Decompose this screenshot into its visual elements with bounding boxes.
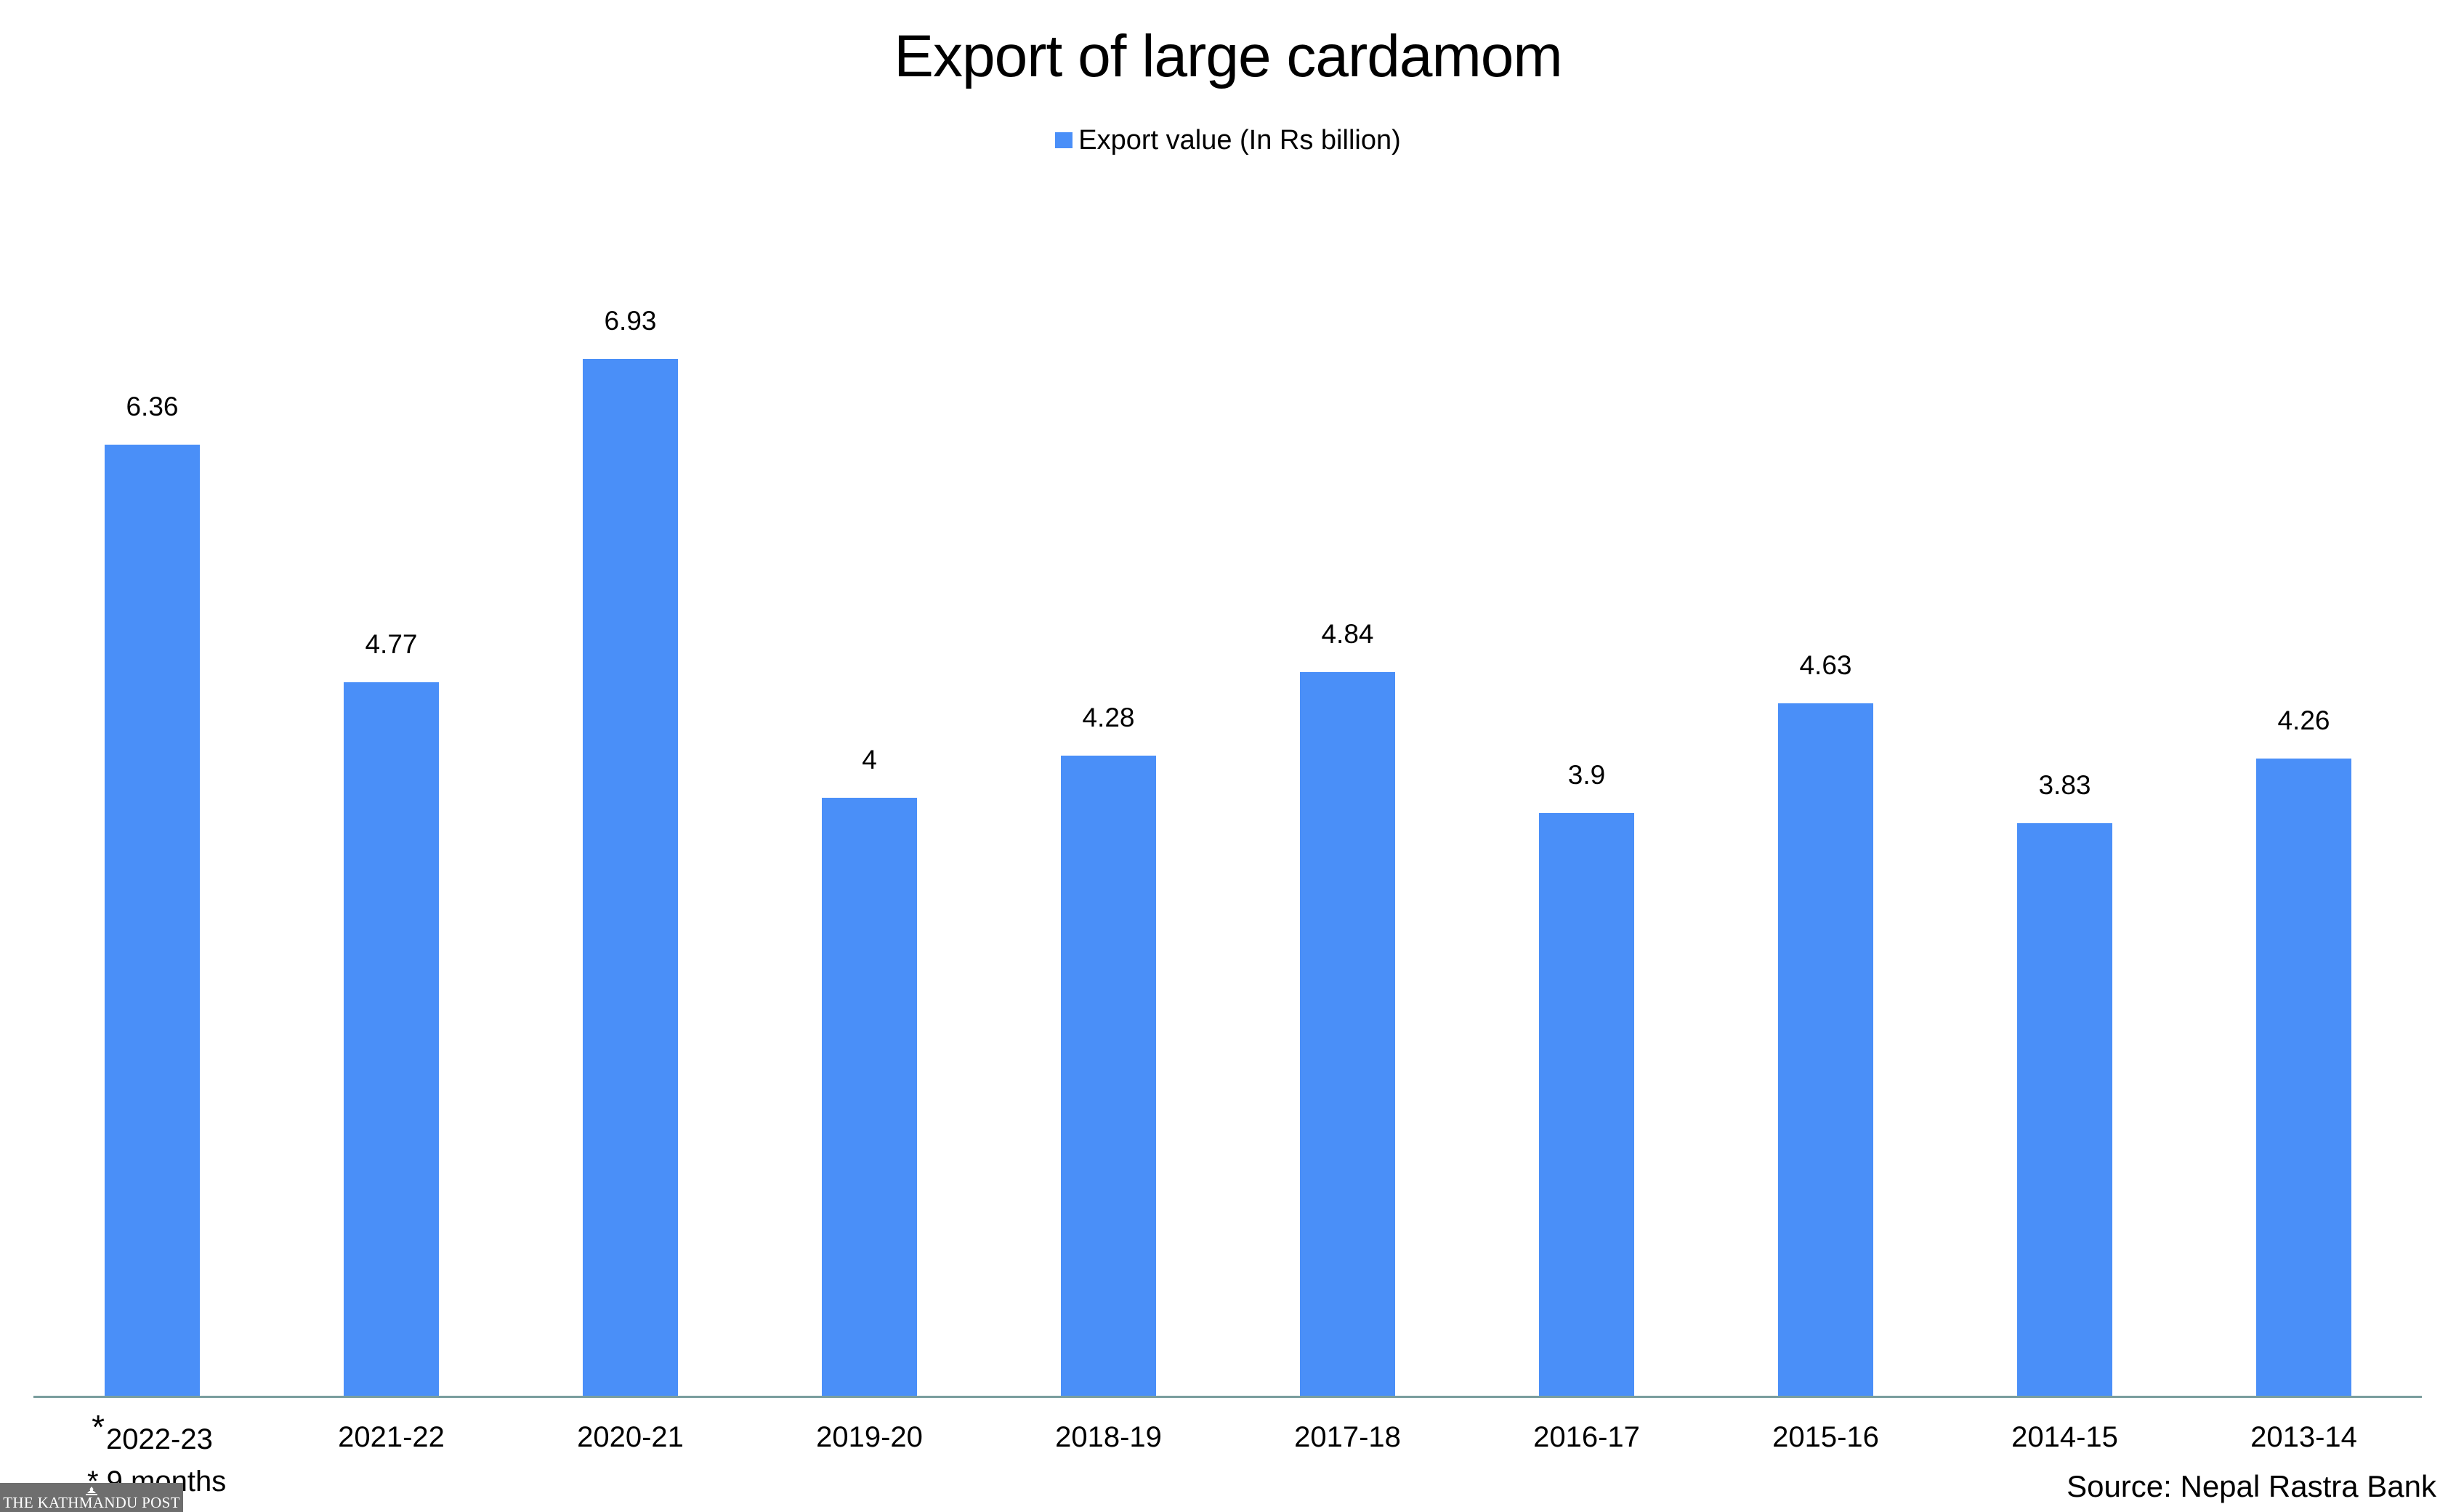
legend-swatch-icon [1055,132,1073,148]
x-axis-tick-label: 2013-14 [2250,1421,2357,1453]
x-axis-tick-label: 2021-22 [338,1421,445,1453]
bar-2021-22 [344,682,439,1396]
legend: Export value (In Rs billion) [0,124,2456,156]
x-axis-tick-label: 2019-20 [816,1421,923,1453]
bar-2015-16 [1778,703,1873,1396]
bar-2016-17 [1539,812,1634,1396]
bar-2022-23 [105,444,200,1396]
x-axis-tick-label: *2022-23 [92,1408,213,1455]
bar-2013-14 [2256,759,2351,1396]
chart-title: Export of large cardamom [894,23,1562,89]
x-axis-tick-label: 2018-19 [1055,1421,1162,1453]
bar-value-label: 4.77 [365,629,418,660]
bar-value-label: 3.83 [2038,770,2091,801]
logo-text: THE KATHMANDU POST [3,1494,180,1511]
publisher-logo: THE KATHMANDU POST [0,1483,183,1512]
source-note: Source: Nepal Rastra Bank [2067,1469,2436,1503]
bar-value-label: 6.36 [126,391,179,421]
bar-value-label: 4.84 [1321,618,1374,649]
x-axis-line [33,1396,2422,1398]
bar-value-label: 6.93 [604,306,657,336]
x-axis-tick-label: 2016-17 [1533,1421,1640,1453]
x-axis-tick-label: 2015-16 [1772,1421,1879,1453]
bar-2017-18 [1300,671,1395,1396]
footnote-marker: * [92,1408,105,1446]
legend-label: Export value (In Rs billion) [1078,125,1401,155]
bar-value-label: 4.63 [1799,650,1852,681]
x-axis-tick-label: 2020-21 [577,1421,684,1453]
x-axis-tick-label: 2014-15 [2011,1421,2118,1453]
bar-2014-15 [2017,823,2112,1396]
bar-value-label: 3.9 [1567,759,1606,790]
bar-value-label: 4.26 [2277,706,2330,736]
x-axis-tick-label: 2017-18 [1294,1421,1401,1453]
bar-value-label: 4 [862,745,877,775]
pagoda-icon [86,1487,97,1495]
bar-2019-20 [822,798,917,1396]
bar-value-label: 4.28 [1082,703,1135,733]
bar-2020-21 [583,359,678,1396]
bar-2018-19 [1061,756,1156,1396]
